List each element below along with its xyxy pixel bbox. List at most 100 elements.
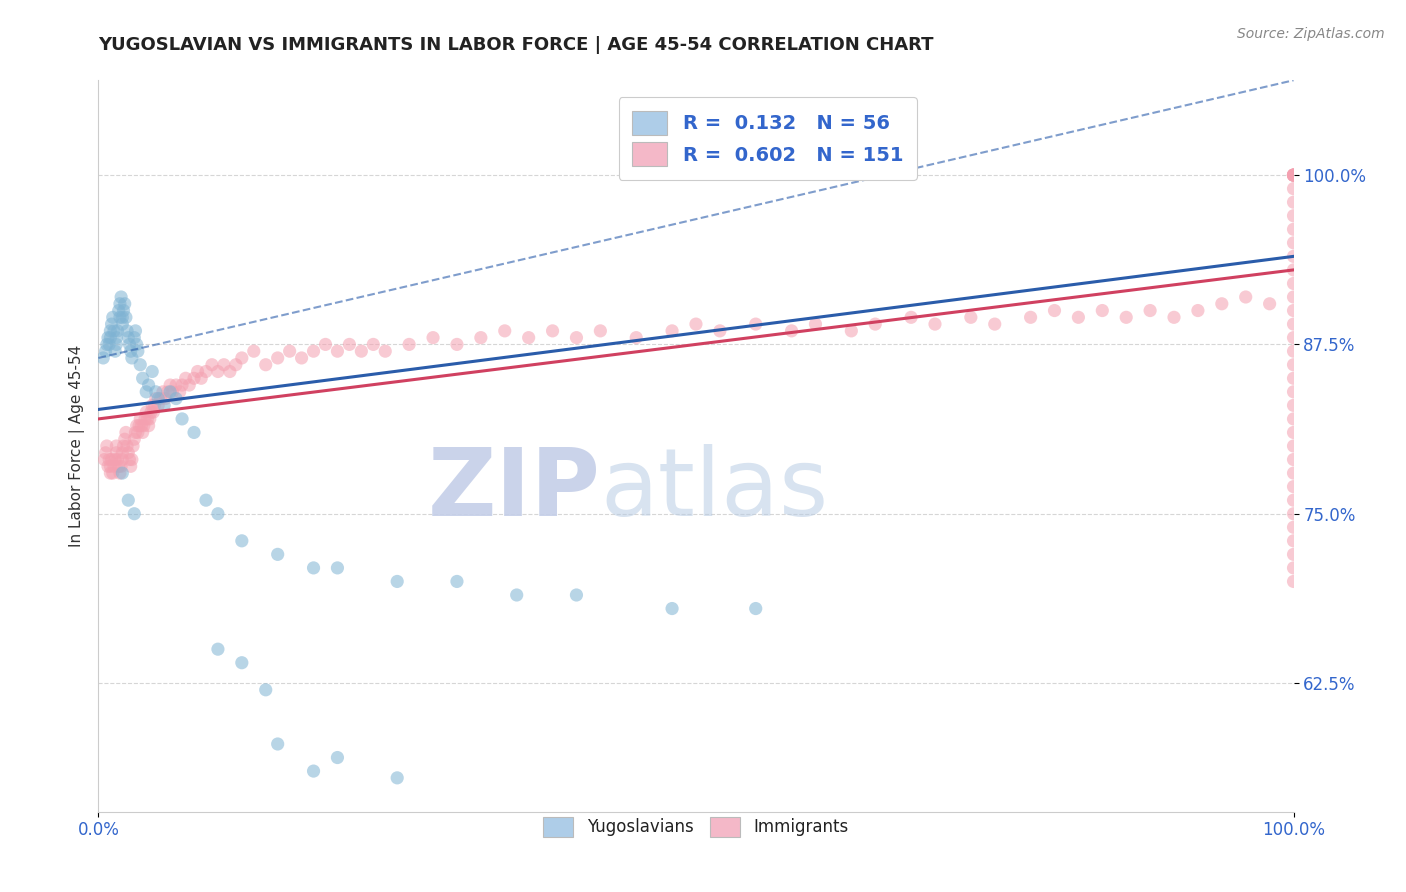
- Point: [804, 317, 827, 331]
- Point: [141, 398, 163, 412]
- Point: [326, 344, 349, 359]
- Point: [124, 507, 146, 521]
- Point: [1282, 358, 1305, 372]
- Point: [111, 446, 134, 460]
- Point: [121, 452, 143, 467]
- Point: [924, 317, 946, 331]
- Point: [565, 588, 588, 602]
- Point: [138, 378, 160, 392]
- Point: [111, 466, 134, 480]
- Point: [267, 737, 290, 751]
- Point: [1282, 331, 1305, 345]
- Point: [100, 317, 122, 331]
- Point: [97, 459, 120, 474]
- Point: [1282, 344, 1305, 359]
- Point: [165, 392, 187, 406]
- Point: [112, 439, 135, 453]
- Point: [1282, 235, 1305, 250]
- Point: [107, 303, 129, 318]
- Point: [1282, 249, 1305, 263]
- Legend: Yugoslavians, Immigrants: Yugoslavians, Immigrants: [537, 810, 855, 844]
- Point: [243, 344, 266, 359]
- Point: [1282, 561, 1305, 575]
- Point: [745, 317, 768, 331]
- Point: [94, 446, 117, 460]
- Point: [104, 344, 127, 359]
- Point: [122, 439, 145, 453]
- Point: [190, 371, 212, 385]
- Point: [1282, 209, 1305, 223]
- Point: [114, 297, 136, 311]
- Point: [98, 452, 121, 467]
- Point: [302, 561, 325, 575]
- Point: [156, 384, 179, 399]
- Point: [134, 412, 156, 426]
- Point: [626, 331, 648, 345]
- Point: [124, 425, 146, 440]
- Point: [1282, 452, 1305, 467]
- Point: [374, 344, 396, 359]
- Point: [97, 331, 120, 345]
- Point: [101, 466, 124, 480]
- Point: [120, 344, 142, 359]
- Point: [385, 771, 409, 785]
- Point: [105, 331, 128, 345]
- Point: [1282, 181, 1305, 195]
- Point: [1282, 168, 1305, 182]
- Point: [446, 337, 468, 351]
- Point: [1282, 168, 1305, 182]
- Point: [96, 439, 118, 453]
- Point: [117, 493, 139, 508]
- Point: [1282, 398, 1305, 412]
- Point: [1282, 466, 1305, 480]
- Point: [1282, 371, 1305, 385]
- Point: [98, 324, 122, 338]
- Point: [152, 384, 174, 399]
- Point: [470, 331, 492, 345]
- Point: [494, 324, 516, 338]
- Point: [302, 764, 325, 778]
- Point: [179, 378, 201, 392]
- Text: Source: ZipAtlas.com: Source: ZipAtlas.com: [1237, 27, 1385, 41]
- Point: [1019, 310, 1042, 325]
- Point: [112, 303, 135, 318]
- Point: [1163, 310, 1185, 325]
- Point: [841, 324, 863, 338]
- Point: [745, 601, 768, 615]
- Text: YUGOSLAVIAN VS IMMIGRANTS IN LABOR FORCE | AGE 45-54 CORRELATION CHART: YUGOSLAVIAN VS IMMIGRANTS IN LABOR FORCE…: [98, 36, 934, 54]
- Point: [131, 371, 153, 385]
- Point: [219, 364, 242, 378]
- Point: [117, 446, 139, 460]
- Point: [94, 344, 117, 359]
- Point: [148, 392, 170, 406]
- Point: [225, 358, 247, 372]
- Point: [141, 364, 163, 378]
- Point: [131, 425, 153, 440]
- Point: [1282, 493, 1305, 508]
- Point: [278, 344, 301, 359]
- Point: [506, 588, 529, 602]
- Point: [1282, 168, 1305, 182]
- Point: [135, 384, 157, 399]
- Point: [117, 331, 139, 345]
- Point: [1282, 317, 1305, 331]
- Y-axis label: In Labor Force | Age 45-54: In Labor Force | Age 45-54: [69, 345, 84, 547]
- Point: [661, 324, 683, 338]
- Point: [541, 324, 564, 338]
- Point: [1234, 290, 1257, 304]
- Point: [1282, 277, 1305, 291]
- Point: [110, 290, 132, 304]
- Point: [1139, 303, 1161, 318]
- Point: [1282, 439, 1305, 453]
- Point: [326, 750, 349, 764]
- Point: [125, 418, 148, 433]
- Point: [326, 561, 349, 575]
- Point: [1282, 520, 1305, 534]
- Point: [780, 324, 803, 338]
- Point: [162, 384, 184, 399]
- Point: [1067, 310, 1090, 325]
- Point: [565, 331, 588, 345]
- Point: [1282, 195, 1305, 210]
- Point: [517, 331, 540, 345]
- Point: [145, 392, 167, 406]
